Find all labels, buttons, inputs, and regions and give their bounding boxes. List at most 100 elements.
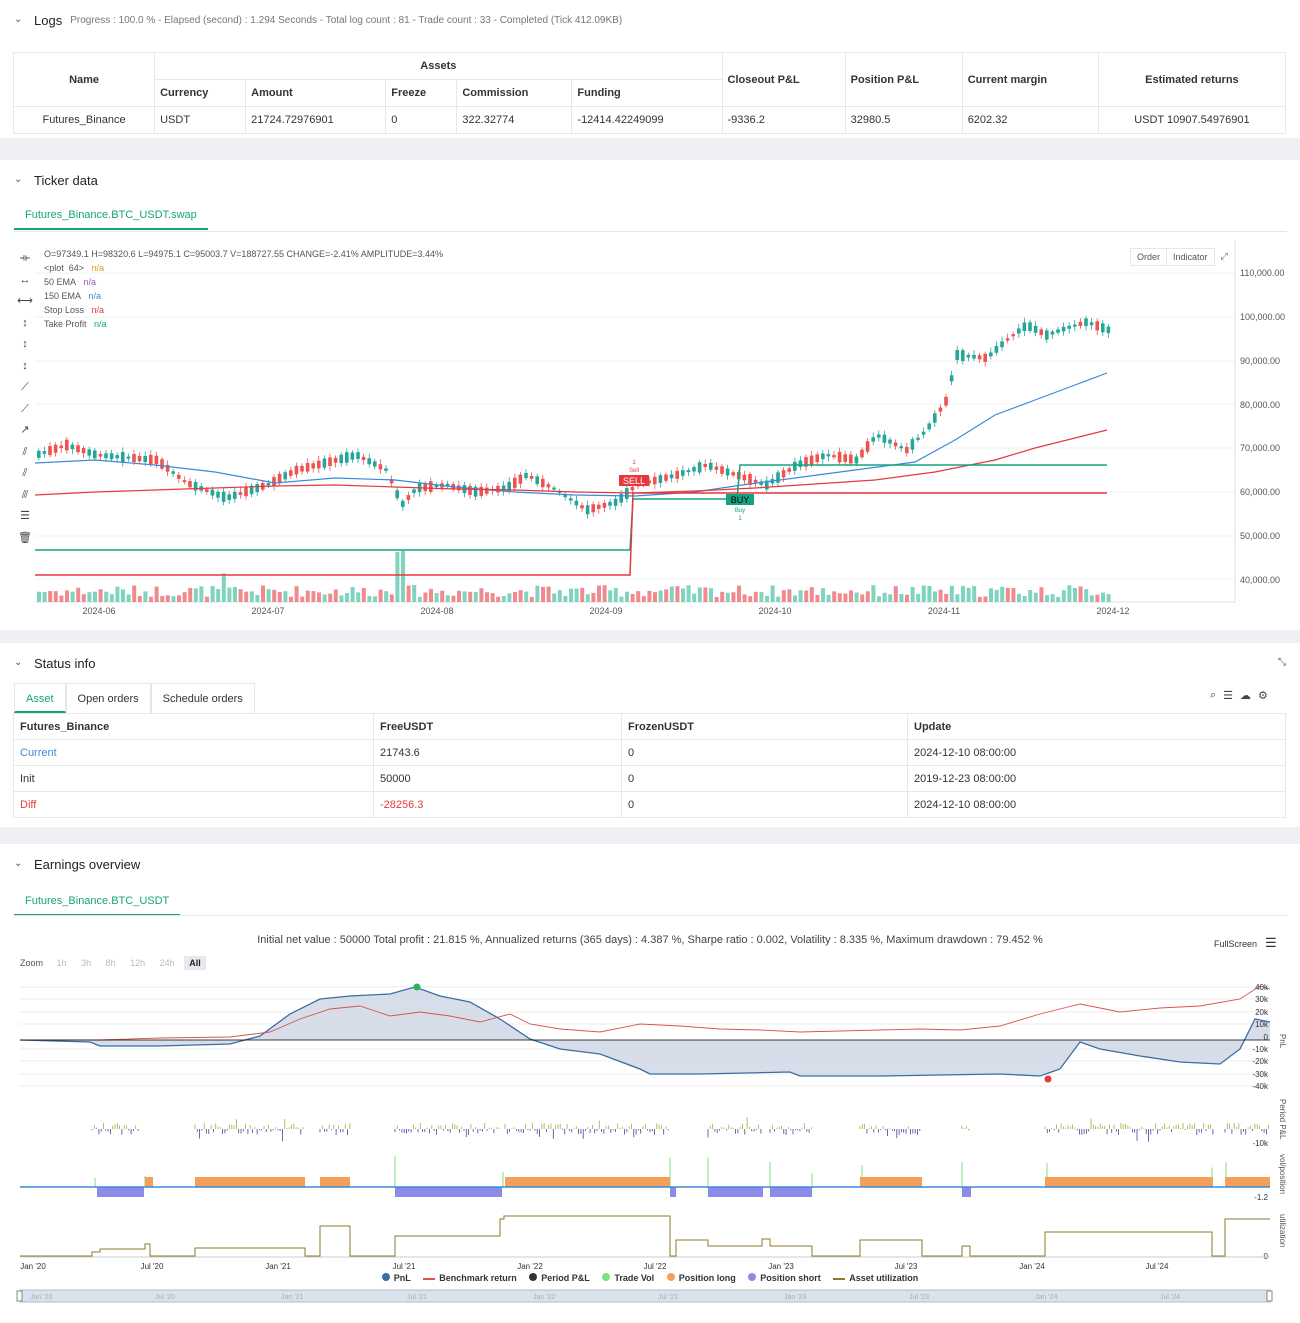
zoom-12h[interactable]: 12h bbox=[130, 958, 146, 968]
gear-icon[interactable]: ⚙ bbox=[1258, 690, 1268, 702]
crosshair-icon[interactable]: ⟛ bbox=[20, 252, 30, 264]
tab-schedule-orders[interactable]: Schedule orders bbox=[150, 683, 255, 713]
collapse-icon[interactable]: ⤡ bbox=[1278, 657, 1286, 668]
ray-icon[interactable]: ⟷ bbox=[17, 295, 33, 307]
fullscreen-button[interactable]: FullScreen ☰ bbox=[1214, 935, 1277, 951]
volume-bar bbox=[339, 595, 344, 602]
vline-icon[interactable]: ↕ bbox=[22, 316, 28, 329]
parallel-icon[interactable]: ⫽ bbox=[22, 467, 28, 479]
menu-icon[interactable]: ☰ bbox=[1265, 935, 1277, 950]
volume-bar bbox=[899, 594, 904, 602]
candle bbox=[76, 445, 80, 453]
zoom-3h[interactable]: 3h bbox=[81, 958, 92, 968]
expand-icon[interactable]: ⤢ bbox=[1220, 251, 1228, 261]
candle bbox=[882, 434, 887, 443]
tab-asset[interactable]: Asset bbox=[14, 683, 66, 713]
cloud-icon[interactable]: ☁ bbox=[1240, 690, 1252, 702]
trend-line2-icon[interactable]: ⟋ bbox=[21, 402, 29, 415]
zoom-24h[interactable]: 24h bbox=[159, 958, 175, 968]
navigator-left-handle[interactable] bbox=[16, 1290, 23, 1302]
tab-open-orders[interactable]: Open orders bbox=[65, 683, 151, 713]
candle bbox=[255, 484, 259, 493]
zoom-1h[interactable]: 1h bbox=[56, 958, 67, 968]
price-y-ticks: 110,000.00 100,000.00 90,000.00 80,000.0… bbox=[1240, 268, 1285, 585]
cell: Futures_Binance bbox=[12, 106, 156, 134]
legend-item-tradevol[interactable]: Trade Vol bbox=[602, 1273, 654, 1283]
x-tick: Jan '21 bbox=[265, 1262, 291, 1271]
zoom-8h[interactable]: 8h bbox=[105, 958, 116, 968]
logs-header[interactable]: ⌄ Logs Progress : 100.0 % - Elapsed (sec… bbox=[0, 0, 1300, 40]
candle bbox=[619, 493, 623, 503]
candle bbox=[781, 470, 786, 478]
zoom-all[interactable]: All bbox=[184, 956, 206, 970]
list-icon[interactable]: ☰ bbox=[1223, 690, 1234, 702]
candle bbox=[294, 465, 299, 475]
candle bbox=[753, 479, 758, 483]
candle bbox=[944, 396, 948, 406]
chevron-down-icon[interactable]: ⌄ bbox=[14, 657, 23, 668]
candle bbox=[182, 480, 187, 483]
candle bbox=[1022, 322, 1027, 332]
y-tick: -40k bbox=[1252, 1082, 1269, 1091]
channel-icon[interactable]: ⫽ bbox=[22, 445, 28, 458]
cell: USDT 10907.54976901 bbox=[1097, 106, 1287, 134]
candle bbox=[1011, 334, 1015, 337]
legend-item-pnl[interactable]: PnL bbox=[381, 1273, 411, 1283]
nav-tick: Jan '24 bbox=[1035, 1294, 1057, 1301]
status-col-free: FreeUSDT bbox=[373, 713, 622, 740]
legend-item-utilization[interactable]: Asset utilization bbox=[833, 1273, 918, 1283]
chevron-down-icon[interactable]: ⌄ bbox=[14, 858, 23, 869]
cell: Diff bbox=[13, 791, 374, 818]
candle bbox=[143, 455, 147, 463]
vline-up-icon[interactable]: ↕ bbox=[22, 359, 28, 372]
logs-col-position: Position P&L bbox=[844, 52, 963, 107]
volume-bar bbox=[244, 591, 249, 602]
navigator-right-handle[interactable] bbox=[1266, 1290, 1273, 1302]
candle bbox=[697, 462, 702, 473]
sell-badge bbox=[619, 475, 649, 486]
search-icon[interactable]: ⌕ bbox=[1210, 689, 1217, 701]
hline-icon[interactable]: ↔ bbox=[19, 273, 31, 286]
legend-item-long[interactable]: Position long bbox=[666, 1273, 736, 1283]
ticker-header[interactable]: ⌄ Ticker data bbox=[0, 160, 1300, 200]
legend-label: 150 EMA bbox=[44, 291, 82, 301]
vline-arrow-icon[interactable]: ↕ bbox=[22, 338, 28, 350]
status-header[interactable]: ⌄ Status info bbox=[0, 643, 1300, 683]
legend-item-period[interactable]: Period P&L bbox=[529, 1273, 590, 1283]
tab-btc-usdt-swap[interactable]: Futures_Binance.BTC_USDT.swap bbox=[14, 200, 208, 230]
trend-line-icon[interactable]: ⟋ bbox=[21, 381, 29, 393]
chevron-down-icon[interactable]: ⌄ bbox=[14, 14, 23, 25]
earnings-header[interactable]: ⌄ Earnings overview bbox=[0, 844, 1300, 884]
chevron-down-icon[interactable]: ⌄ bbox=[14, 174, 23, 185]
candle bbox=[479, 486, 483, 496]
earnings-chart[interactable]: 40k 30k 20k 10k 0 -10k -20k -30k -40k Pn… bbox=[0, 974, 1300, 1319]
volume-bar bbox=[266, 589, 271, 602]
legend-label: Position short bbox=[760, 1273, 821, 1283]
pnl-y-ticks: 40k 30k 20k 10k 0 -10k -20k -30k -40k bbox=[1252, 983, 1269, 1091]
fib-levels-icon[interactable]: ☰ bbox=[20, 510, 30, 522]
trash-icon[interactable]: 🗑 bbox=[18, 531, 32, 544]
indicator-button[interactable]: Indicator bbox=[1167, 248, 1215, 266]
legend-item-benchmark[interactable]: Benchmark return bbox=[423, 1273, 517, 1283]
tab-btc-usdt[interactable]: Futures_Binance.BTC_USDT bbox=[14, 886, 181, 916]
volume-bar bbox=[888, 594, 893, 602]
volume-bar bbox=[972, 586, 977, 602]
volume-bar bbox=[81, 594, 86, 602]
volume-bar bbox=[983, 596, 988, 602]
volume-bar bbox=[737, 585, 741, 602]
volume-bar bbox=[921, 585, 926, 602]
candle bbox=[809, 455, 814, 465]
candle bbox=[333, 457, 338, 463]
candle bbox=[188, 481, 192, 488]
legend-swatch bbox=[748, 1273, 757, 1281]
fib-icon[interactable]: ⫻ bbox=[21, 488, 29, 501]
volume-bar bbox=[48, 591, 53, 602]
price-chart[interactable]: SELL 1 Sell BUY Buy 1 110,000.00 100,000… bbox=[35, 240, 1287, 620]
order-button[interactable]: Order bbox=[1130, 248, 1168, 266]
candle bbox=[569, 498, 573, 501]
cell: 322.32774 bbox=[456, 106, 573, 134]
arrow-line-icon[interactable]: ↗ bbox=[20, 424, 30, 436]
legend-item-short[interactable]: Position short bbox=[748, 1273, 821, 1283]
volume-bar bbox=[826, 594, 831, 602]
navigator-track[interactable] bbox=[19, 1289, 1271, 1303]
